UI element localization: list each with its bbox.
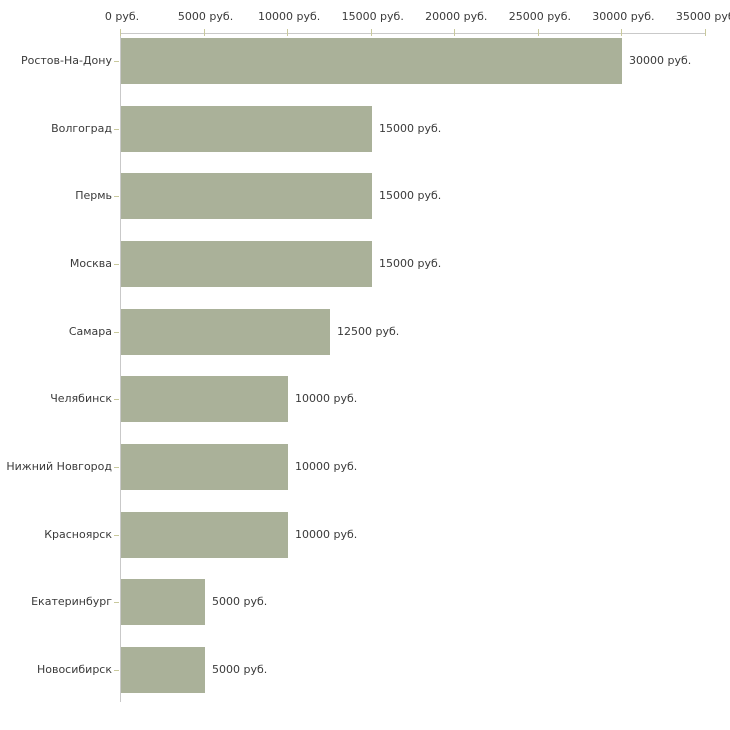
value-label: 15000 руб. bbox=[379, 257, 442, 270]
value-label: 15000 руб. bbox=[379, 122, 442, 135]
category-tick bbox=[114, 129, 119, 130]
category-tick bbox=[114, 467, 119, 468]
x-axis-tick bbox=[454, 29, 456, 36]
category-tick bbox=[114, 264, 119, 265]
x-axis-tick bbox=[537, 29, 539, 36]
x-axis-tick-label: 30000 руб. bbox=[592, 10, 655, 23]
category-label: Челябинск bbox=[50, 392, 112, 405]
category-tick bbox=[114, 602, 119, 603]
bar bbox=[121, 309, 330, 355]
value-label: 10000 руб. bbox=[295, 460, 358, 473]
category-label: Екатеринбург bbox=[31, 595, 112, 608]
category-label: Пермь bbox=[75, 189, 112, 202]
category-tick bbox=[114, 196, 119, 197]
x-axis-tick-label: 15000 руб. bbox=[341, 10, 404, 23]
category-tick bbox=[114, 535, 119, 536]
x-axis-tick-label: 10000 руб. bbox=[258, 10, 321, 23]
x-axis-line bbox=[120, 33, 706, 34]
value-label: 30000 руб. bbox=[629, 54, 692, 67]
x-axis-tick-label: 0 руб. bbox=[104, 10, 140, 23]
category-label: Самара bbox=[68, 325, 112, 338]
x-axis-tick bbox=[287, 29, 289, 36]
bar bbox=[121, 38, 622, 84]
category-tick bbox=[114, 332, 119, 333]
x-axis-tick bbox=[120, 29, 121, 36]
x-axis-tick-label: 20000 руб. bbox=[425, 10, 488, 23]
value-label: 10000 руб. bbox=[295, 392, 358, 405]
category-label: Новосибирск bbox=[36, 663, 112, 676]
value-label: 12500 руб. bbox=[337, 325, 400, 338]
x-axis-tick bbox=[203, 29, 205, 36]
bar bbox=[121, 512, 288, 558]
x-axis-tick-label: 5000 руб. bbox=[177, 10, 234, 23]
value-label: 15000 руб. bbox=[379, 189, 442, 202]
bar bbox=[121, 647, 205, 693]
value-label: 5000 руб. bbox=[212, 595, 268, 608]
x-axis-tick bbox=[705, 29, 706, 36]
bar bbox=[121, 106, 372, 152]
y-axis-line bbox=[120, 33, 121, 702]
x-axis-tick bbox=[370, 29, 372, 36]
bar bbox=[121, 173, 372, 219]
x-axis-tick bbox=[621, 29, 623, 36]
category-tick bbox=[114, 61, 119, 62]
value-label: 10000 руб. bbox=[295, 528, 358, 541]
bar bbox=[121, 376, 288, 422]
category-label: Москва bbox=[69, 257, 112, 270]
category-label: Красноярск bbox=[44, 528, 112, 541]
category-tick bbox=[114, 670, 119, 671]
bar bbox=[121, 444, 288, 490]
bar bbox=[121, 579, 205, 625]
value-label: 5000 руб. bbox=[212, 663, 268, 676]
category-label: Ростов-На-Дону bbox=[20, 54, 112, 67]
category-label: Нижний Новгород bbox=[6, 460, 112, 473]
category-tick bbox=[114, 399, 119, 400]
bar bbox=[121, 241, 372, 287]
x-axis-tick-label: 25000 руб. bbox=[508, 10, 571, 23]
x-axis-tick-label: 35000 руб. bbox=[675, 10, 730, 23]
category-label: Волгоград bbox=[51, 122, 112, 135]
